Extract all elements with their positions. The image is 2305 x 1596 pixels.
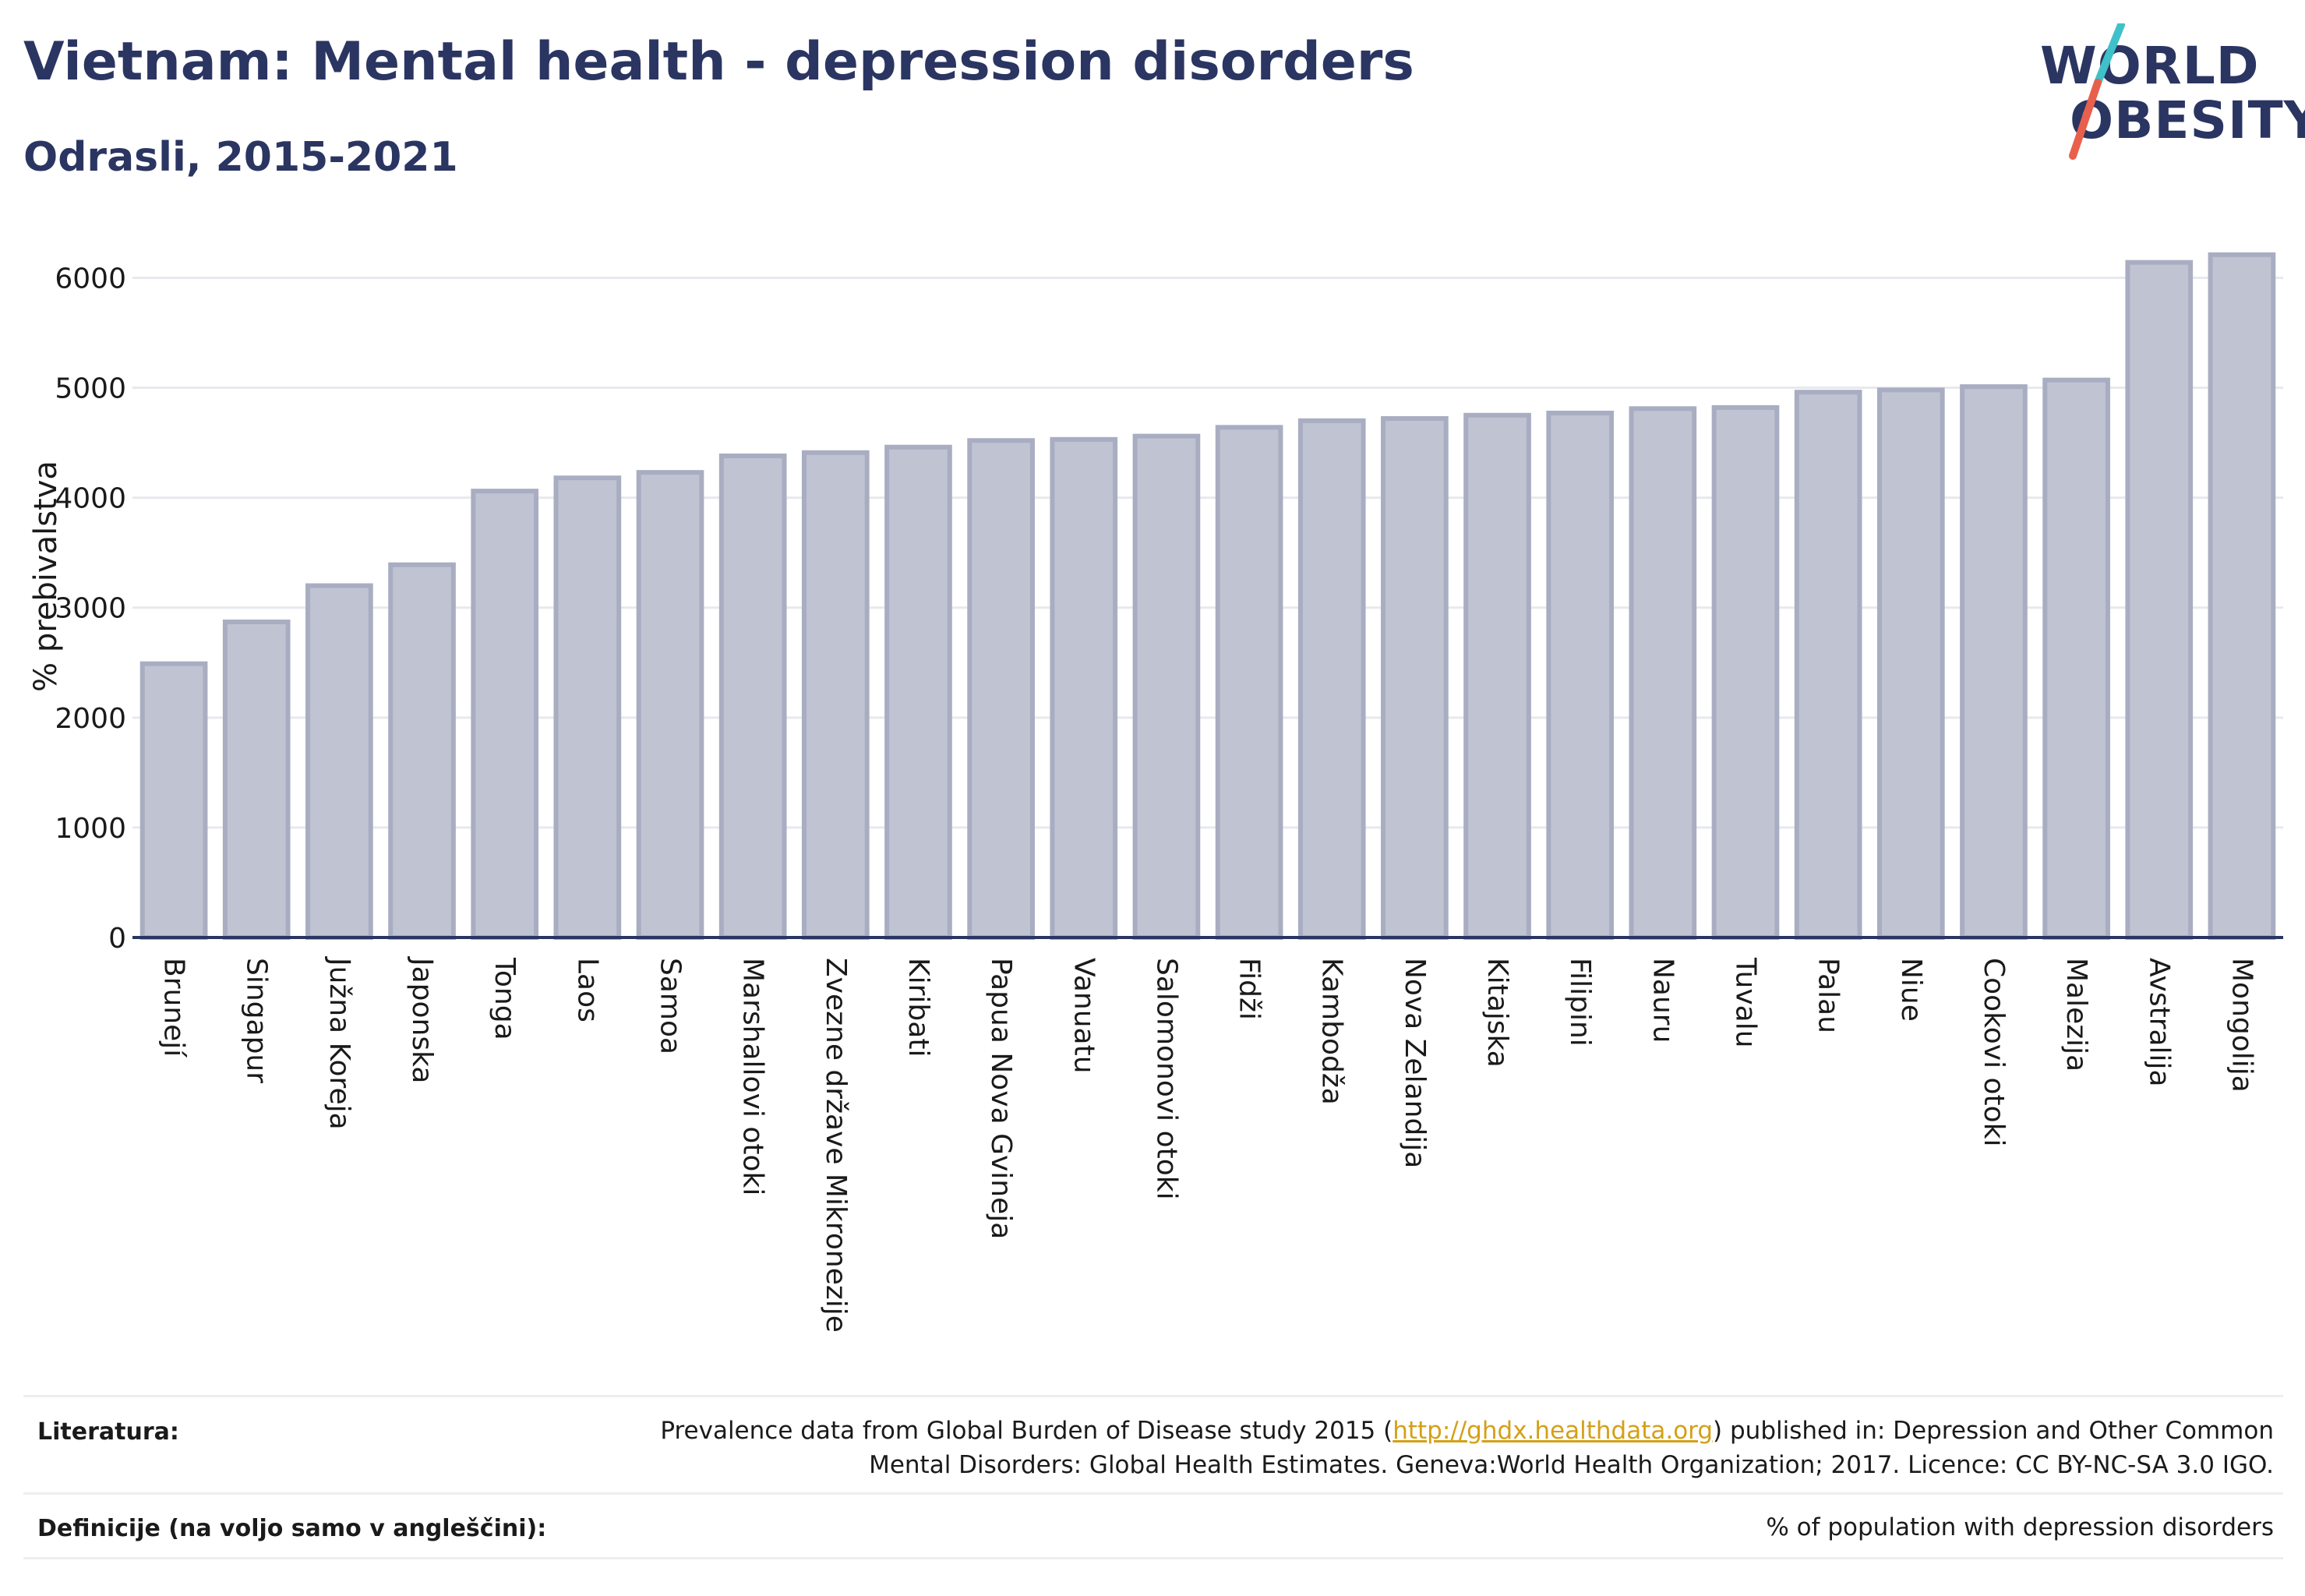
bar[interactable]	[1215, 425, 1283, 940]
bars	[139, 252, 2276, 941]
y-tick-label: 4000	[55, 483, 126, 515]
bar[interactable]	[2042, 377, 2110, 941]
bar[interactable]	[967, 438, 1035, 940]
sources-text-line2: Mental Disorders: Global Health Estimate…	[869, 1451, 2274, 1479]
x-tick-label: Kitajska	[1481, 958, 1513, 1068]
footer-divider-bottom	[23, 1557, 2283, 1559]
bar[interactable]	[1050, 436, 1118, 940]
bar[interactable]	[636, 470, 704, 940]
page-title: Vietnam: Mental health - depression diso…	[23, 31, 1414, 93]
y-tick-label: 6000	[55, 263, 126, 295]
bar[interactable]	[1463, 412, 1531, 940]
sources-label: Literatura:	[37, 1418, 179, 1446]
sources-text-pre: Prevalence data from Global Burden of Di…	[660, 1417, 1393, 1445]
x-tick-label: Kambodža	[1316, 958, 1348, 1105]
bar[interactable]	[718, 454, 787, 940]
bar[interactable]	[553, 475, 622, 940]
bar[interactable]	[884, 444, 952, 940]
bar[interactable]	[2125, 260, 2194, 940]
logo-word-1: WORLD	[2040, 36, 2260, 96]
tick-labels: 0 1000 2000 3000 4000 5000 6000 Brunejí Singapur…	[28, 263, 2257, 1332]
y-tick-label: 2000	[55, 703, 126, 735]
bar[interactable]	[801, 450, 870, 940]
footer-divider-top	[23, 1395, 2283, 1397]
bar[interactable]	[1629, 406, 1697, 940]
bar[interactable]	[471, 489, 539, 940]
y-tick-label: 0	[108, 923, 126, 955]
bar[interactable]	[1297, 418, 1366, 940]
x-tick-label: Malezija	[2060, 958, 2092, 1072]
bar[interactable]	[1711, 404, 1780, 940]
x-tick-label: Fidži	[1234, 958, 1265, 1020]
x-tick-label: Palau	[1813, 958, 1844, 1033]
x-tick-label: Južna Koreja	[323, 956, 355, 1130]
bar-chart: 0 1000 2000 3000 4000 5000 6000 Brunejí Singapur…	[28, 252, 2283, 1333]
definitions-label: Definicije (na voljo samo v angleščini):	[37, 1515, 547, 1542]
page-subtitle: Odrasli, 2015-2021	[23, 134, 458, 181]
x-tick-label: Avstralija	[2143, 958, 2175, 1087]
bar[interactable]	[1381, 416, 1449, 940]
sources-text: Prevalence data from Global Burden of Di…	[660, 1414, 2274, 1482]
bar[interactable]	[2208, 252, 2276, 940]
bar[interactable]	[1794, 390, 1862, 940]
x-tick-label: Cookovi otoki	[1978, 958, 2010, 1147]
bar[interactable]	[222, 620, 291, 940]
x-tick-label: Nauru	[1647, 958, 1678, 1043]
x-tick-label: Tuvalu	[1730, 957, 1762, 1048]
x-tick-label: Kiribati	[902, 958, 934, 1057]
x-tick-label: Laos	[571, 958, 603, 1022]
x-tick-label: Tonga	[489, 957, 521, 1040]
sources-link[interactable]: http://ghdx.healthdata.org	[1393, 1417, 1714, 1445]
bar[interactable]	[388, 562, 456, 940]
footer-divider-mid	[23, 1492, 2283, 1495]
x-tick-label: Niue	[1895, 958, 1927, 1022]
definitions-text: % of population with depression disorder…	[1766, 1513, 2274, 1541]
bar[interactable]	[1876, 387, 1945, 940]
bar[interactable]	[1960, 384, 2028, 940]
bar[interactable]	[305, 583, 373, 940]
x-tick-label: Brunejí	[158, 958, 190, 1058]
y-axis-title: % prebivalstva	[28, 461, 64, 692]
y-tick-label: 1000	[55, 813, 126, 845]
x-tick-label: Singapur	[241, 958, 273, 1083]
sources-text-post: ) published in: Depression and Other Com…	[1713, 1417, 2274, 1445]
bar[interactable]	[1132, 433, 1201, 940]
logo-slash-icon	[2069, 23, 2125, 160]
x-tick-label: Filipini	[1564, 958, 1596, 1047]
logo-word-2: OBESITY	[2070, 90, 2305, 150]
world-obesity-logo: WORLD OBESITY	[2034, 23, 2305, 164]
x-tick-label: Mongolija	[2226, 958, 2257, 1093]
bar[interactable]	[1546, 410, 1615, 940]
x-tick-label: Samoa	[655, 958, 687, 1054]
x-tick-label: Vanuatu	[1068, 958, 1100, 1074]
x-tick-label: Papua Nova Gvineja	[985, 958, 1017, 1239]
x-tick-label: Japonska	[406, 956, 438, 1083]
x-tick-label: Zvezne države Mikronezije	[820, 958, 852, 1333]
y-tick-label: 3000	[55, 593, 126, 625]
x-tick-label: Marshallovi otoki	[737, 958, 769, 1195]
y-tick-label: 5000	[55, 373, 126, 405]
x-tick-label: Salomonovi otoki	[1150, 958, 1182, 1200]
bar[interactable]	[139, 661, 208, 940]
x-tick-label: Nova Zelandija	[1399, 958, 1431, 1168]
